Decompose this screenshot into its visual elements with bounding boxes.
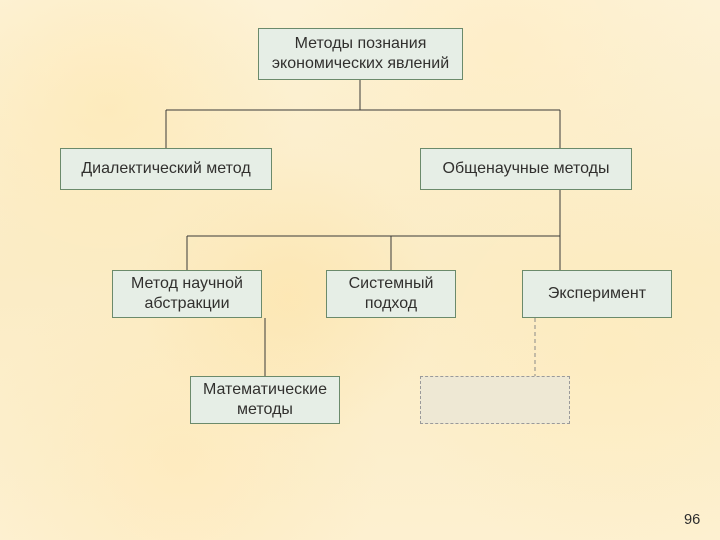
- node-label: Системныйподход: [349, 274, 434, 314]
- node-empty-placeholder: [420, 376, 570, 424]
- node-label: Общенаучные методы: [443, 159, 610, 179]
- node-label: Математическиеметоды: [203, 380, 327, 420]
- node-root: Методы познанияэкономических явлений: [258, 28, 463, 80]
- node-mathematical: Математическиеметоды: [190, 376, 340, 424]
- node-abstraction: Метод научнойабстракции: [112, 270, 262, 318]
- node-label: Эксперимент: [548, 284, 646, 304]
- node-systemic: Системныйподход: [326, 270, 456, 318]
- node-label: Методы познанияэкономических явлений: [272, 34, 449, 74]
- page-number: 96: [684, 512, 700, 528]
- node-label: Метод научнойабстракции: [131, 274, 243, 314]
- node-dialectical: Диалектический метод: [60, 148, 272, 190]
- node-label: Диалектический метод: [81, 159, 250, 179]
- node-experiment: Эксперимент: [522, 270, 672, 318]
- node-general-scientific: Общенаучные методы: [420, 148, 632, 190]
